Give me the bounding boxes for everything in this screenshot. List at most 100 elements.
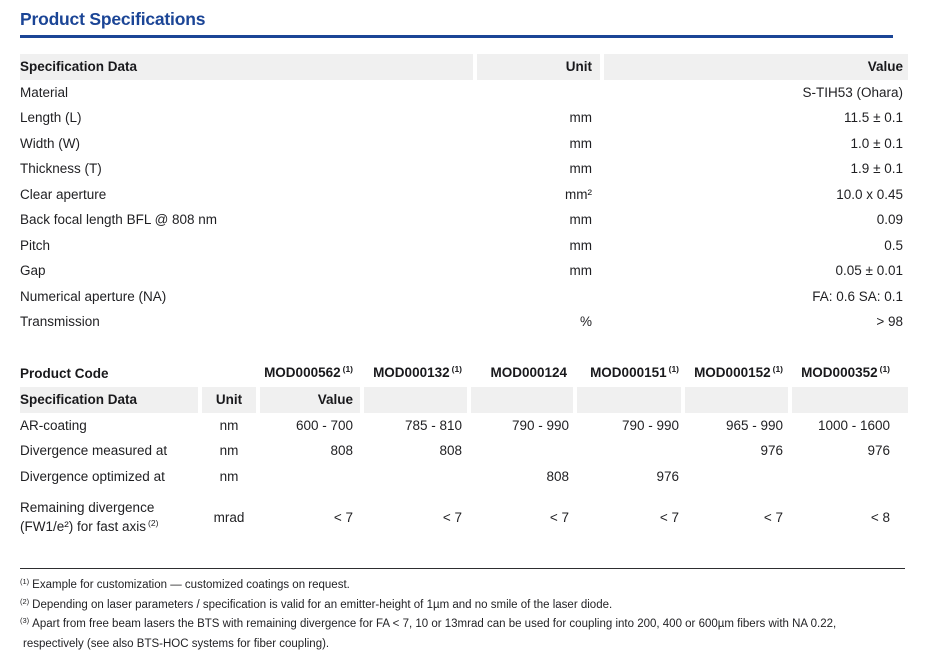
spec-name: Numerical aperture (NA) xyxy=(20,284,473,310)
footnote-text: respectively (see also BTS-HOC systems f… xyxy=(23,638,329,650)
product-code-label: Product Code xyxy=(20,360,198,388)
footnote-divider xyxy=(20,568,905,569)
table-row-transmission: Transmission % > 98 xyxy=(20,309,908,335)
product-code-row: Product Code MOD000562(1) MOD000132(1) M… xyxy=(20,360,908,388)
table-row-material: Material S-TIH53 (Ohara) xyxy=(20,80,908,106)
footnote-2: (2)Depending on laser parameters / speci… xyxy=(20,596,905,616)
footnote-ref: (1) xyxy=(343,364,353,374)
spec-value: 1.9 ± 0.1 xyxy=(604,156,908,182)
spec-value: 808 xyxy=(260,438,360,464)
footnote-3-continued: respectively (see also BTS-HOC systems f… xyxy=(20,635,905,654)
spec-unit: mm² xyxy=(477,182,600,208)
spec-value: < 7 xyxy=(364,489,467,545)
spec-name: AR-coating xyxy=(20,413,198,439)
spec-unit: mm xyxy=(477,156,600,182)
spec-name: Width (W) xyxy=(20,131,473,157)
footnote-ref: (1) xyxy=(669,364,679,374)
spec-value: 976 xyxy=(577,464,681,490)
product-code: MOD000152(1) xyxy=(685,360,788,388)
product-code-text: MOD000352 xyxy=(801,365,878,380)
footnote-1: (1)Example for customization — customize… xyxy=(20,576,905,596)
product-code: MOD000124 xyxy=(471,360,573,388)
table-row-divergence-measured: Divergence measured at nm 808 808 976 97… xyxy=(20,438,908,464)
header-band-cell xyxy=(685,387,788,413)
empty-cell xyxy=(202,360,256,388)
spec-value: < 7 xyxy=(685,489,788,545)
spec-name: Clear aperture xyxy=(20,182,473,208)
spec-value: < 8 xyxy=(792,489,908,545)
table-row-thickness: Thickness (T) mm 1.9 ± 0.1 xyxy=(20,156,908,182)
spec-unit: mm xyxy=(477,233,600,259)
product-code-text: MOD000151 xyxy=(590,365,667,380)
footnote-ref: (2) xyxy=(148,518,158,528)
product-code: MOD000151(1) xyxy=(577,360,681,388)
spec-unit: nm xyxy=(202,438,256,464)
spec-name: Gap xyxy=(20,258,473,284)
header-band-cell xyxy=(471,387,573,413)
spec-unit xyxy=(477,284,600,310)
footnote-text: Depending on laser parameters / specific… xyxy=(32,599,612,611)
table-row-remaining-divergence: Remaining divergence (FW1/e²) for fast a… xyxy=(20,489,908,545)
footnote-text: Example for customization — customized c… xyxy=(32,579,350,591)
spec-unit: mrad xyxy=(202,489,256,545)
spec-value xyxy=(792,464,908,490)
spec-value: 808 xyxy=(364,438,467,464)
title-underline xyxy=(20,35,893,38)
spec-value: 1.0 ± 0.1 xyxy=(604,131,908,157)
spec-value xyxy=(685,464,788,490)
product-code: MOD000352(1) xyxy=(792,360,908,388)
header-band-cell xyxy=(792,387,908,413)
spec-value: 785 - 810 xyxy=(364,413,467,439)
footnote-ref: (1) xyxy=(773,364,783,374)
spec-value: < 7 xyxy=(471,489,573,545)
spec-value: 790 - 990 xyxy=(577,413,681,439)
header-band-cell xyxy=(364,387,467,413)
footnotes: (1)Example for customization — customize… xyxy=(20,576,905,654)
spec-value: 11.5 ± 0.1 xyxy=(604,105,908,131)
spec-value: FA: 0.6 SA: 0.1 xyxy=(604,284,908,310)
spec-value: 965 - 990 xyxy=(685,413,788,439)
header-band-cell xyxy=(577,387,681,413)
footnote-text: Apart from free beam lasers the BTS with… xyxy=(32,618,836,630)
footnote-marker: (3) xyxy=(20,616,29,625)
spec-name: Divergence optimized at xyxy=(20,464,198,490)
spec-value: 808 xyxy=(471,464,573,490)
spec-value: 600 - 700 xyxy=(260,413,360,439)
spec-value xyxy=(577,438,681,464)
spec-value: < 7 xyxy=(577,489,681,545)
col-header-value: Value xyxy=(604,54,908,80)
spec-value: 1000 - 1600 xyxy=(792,413,908,439)
product-table-header-row: Specification Data Unit Value xyxy=(20,387,908,413)
spec-unit: mm xyxy=(477,207,600,233)
spec-unit: nm xyxy=(202,464,256,490)
spec-value: 976 xyxy=(685,438,788,464)
spec-unit: mm xyxy=(477,105,600,131)
spec-value: 976 xyxy=(792,438,908,464)
product-code: MOD000562(1) xyxy=(260,360,360,388)
spec-name: Length (L) xyxy=(20,105,473,131)
product-code-text: MOD000562 xyxy=(264,365,341,380)
spec-value xyxy=(364,464,467,490)
product-code-table: Product Code MOD000562(1) MOD000132(1) M… xyxy=(16,360,912,546)
spec-value: > 98 xyxy=(604,309,908,335)
product-code-text: MOD000124 xyxy=(490,365,567,380)
footnote-3: (3)Apart from free beam lasers the BTS w… xyxy=(20,615,905,635)
spec-unit: mm xyxy=(477,258,600,284)
spec-table-header-row: Specification Data Unit Value xyxy=(20,54,908,80)
footnote-marker: (1) xyxy=(20,577,29,586)
col-header-specification-data: Specification Data xyxy=(20,54,473,80)
spec-value: 790 - 990 xyxy=(471,413,573,439)
spec-unit: % xyxy=(477,309,600,335)
table-row-gap: Gap mm 0.05 ± 0.01 xyxy=(20,258,908,284)
spec-value xyxy=(471,438,573,464)
table-row-ar-coating: AR-coating nm 600 - 700 785 - 810 790 - … xyxy=(20,413,908,439)
spec-name: Back focal length BFL @ 808 nm xyxy=(20,207,473,233)
col-header-unit: Unit xyxy=(202,387,256,413)
col-header-value: Value xyxy=(260,387,360,413)
spec-name: Remaining divergence (FW1/e²) for fast a… xyxy=(20,489,198,545)
spec-value: 0.09 xyxy=(604,207,908,233)
spec-name: Thickness (T) xyxy=(20,156,473,182)
product-code-text: MOD000152 xyxy=(694,365,771,380)
product-code: MOD000132(1) xyxy=(364,360,467,388)
